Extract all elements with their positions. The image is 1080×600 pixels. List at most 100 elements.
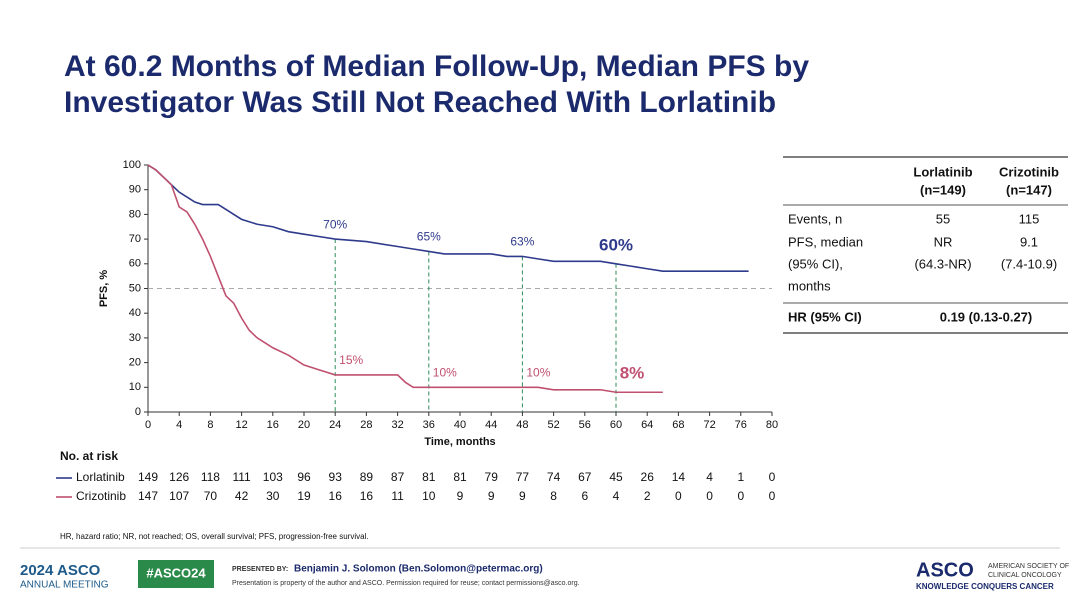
x-tick-label: 60 <box>610 419 622 431</box>
landmark-label: 70% <box>323 217 347 231</box>
y-tick-label: 30 <box>129 332 141 344</box>
x-axis-label: Time, months <box>424 436 495 448</box>
y-tick-label: 50 <box>129 282 141 294</box>
x-tick-label: 76 <box>735 419 747 431</box>
risk-count: 16 <box>329 489 343 503</box>
survival-curve <box>147 164 749 273</box>
x-tick-label: 72 <box>703 419 715 431</box>
x-tick-label: 64 <box>641 419 653 431</box>
risk-count: 79 <box>485 470 499 484</box>
landmark-label: 15% <box>339 353 363 367</box>
x-tick-label: 20 <box>298 419 310 431</box>
risk-count: 0 <box>675 489 682 503</box>
table-row-label: HR (95% CI) <box>788 309 862 324</box>
risk-count: 74 <box>547 470 561 484</box>
footnote: HR, hazard ratio; NR, not reached; OS, o… <box>60 532 369 541</box>
risk-count: 4 <box>613 489 620 503</box>
risk-count: 67 <box>578 470 592 484</box>
risk-count: 30 <box>266 489 280 503</box>
logo: ASCO <box>916 559 974 581</box>
risk-count: 89 <box>360 470 374 484</box>
y-tick-label: 80 <box>129 208 141 220</box>
y-tick-label: 70 <box>129 233 141 245</box>
y-tick-label: 60 <box>129 258 141 270</box>
risk-count: 16 <box>360 489 374 503</box>
table-row-label: months <box>788 278 831 293</box>
y-tick-label: 10 <box>129 381 141 393</box>
risk-count: 9 <box>488 489 495 503</box>
y-tick-label: 90 <box>129 184 141 196</box>
meeting: ANNUAL MEETING <box>20 580 109 591</box>
title-line: At 60.2 Months of Median Follow-Up, Medi… <box>64 50 809 83</box>
landmark-label: 63% <box>510 235 534 249</box>
table-cell: (64.3-NR) <box>914 256 971 271</box>
society: CLINICAL ONCOLOGY <box>988 572 1062 579</box>
table-header: Crizotinib <box>999 164 1059 179</box>
x-tick-label: 48 <box>516 419 528 431</box>
x-tick-label: 28 <box>360 419 372 431</box>
table-cell: 115 <box>1019 211 1040 226</box>
table-cell: 9.1 <box>1020 234 1038 249</box>
risk-count: 107 <box>169 489 189 503</box>
risk-count: 10 <box>422 489 436 503</box>
x-tick-label: 16 <box>267 419 279 431</box>
table-header: Lorlatinib <box>913 164 972 179</box>
risk-count: 19 <box>297 489 311 503</box>
x-tick-label: 80 <box>766 419 778 431</box>
risk-count: 0 <box>769 470 776 484</box>
y-axis-label: PFS, % <box>98 270 110 308</box>
x-tick-label: 56 <box>579 419 591 431</box>
x-tick-label: 8 <box>207 419 213 431</box>
table-row-label: Events, n <box>788 211 842 226</box>
risk-count: 0 <box>706 489 713 503</box>
x-tick-label: 36 <box>423 419 435 431</box>
x-tick-label: 40 <box>454 419 466 431</box>
table-cell: NR <box>934 234 953 249</box>
risk-count: 14 <box>672 470 686 484</box>
landmark-label: 10% <box>433 365 457 379</box>
table-header: (n=147) <box>1006 182 1052 197</box>
risk-count: 0 <box>769 489 776 503</box>
risk-count: 11 <box>391 489 404 503</box>
society: AMERICAN SOCIETY OF <box>988 563 1069 570</box>
table-row-label: (95% CI), <box>788 256 843 271</box>
risk-title: No. at risk <box>60 449 118 463</box>
landmark-label: 8% <box>620 364 645 383</box>
y-tick-label: 0 <box>135 406 141 418</box>
risk-count: 6 <box>581 489 588 503</box>
risk-count: 81 <box>453 470 467 484</box>
survival-curve <box>147 164 663 394</box>
risk-count: 81 <box>422 470 436 484</box>
risk-count: 87 <box>391 470 405 484</box>
notice: Presentation is property of the author a… <box>232 580 580 587</box>
landmark-label: 10% <box>526 365 550 379</box>
table-cell: 55 <box>936 211 950 226</box>
risk-count: 0 <box>737 489 744 503</box>
hashtag: #ASCO24 <box>146 565 206 580</box>
x-tick-label: 12 <box>235 419 247 431</box>
risk-count: 77 <box>516 470 530 484</box>
x-tick-label: 44 <box>485 419 497 431</box>
x-tick-label: 24 <box>329 419 341 431</box>
risk-count: 2 <box>644 489 651 503</box>
x-tick-label: 32 <box>391 419 403 431</box>
risk-count: 126 <box>169 470 189 484</box>
meeting: 2024 ASCO <box>20 562 101 579</box>
x-tick-label: 52 <box>547 419 559 431</box>
y-tick-label: 100 <box>123 159 141 171</box>
risk-count: 42 <box>235 489 249 503</box>
risk-count: 9 <box>519 489 526 503</box>
risk-count: 26 <box>641 470 655 484</box>
landmark-label: 60% <box>599 235 633 254</box>
risk-count: 9 <box>457 489 464 503</box>
tagline: KNOWLEDGE CONQUERS CANCER <box>916 582 1054 591</box>
table-cell: 0.19 (0.13-0.27) <box>940 309 1033 324</box>
x-tick-label: 4 <box>176 419 182 431</box>
risk-count: 8 <box>550 489 557 503</box>
table-row-label: PFS, median <box>788 234 863 249</box>
hashtag-box <box>138 560 214 588</box>
landmark-label: 65% <box>417 230 441 244</box>
table-cell: (7.4-10.9) <box>1001 256 1057 271</box>
risk-count: 70 <box>204 489 218 503</box>
